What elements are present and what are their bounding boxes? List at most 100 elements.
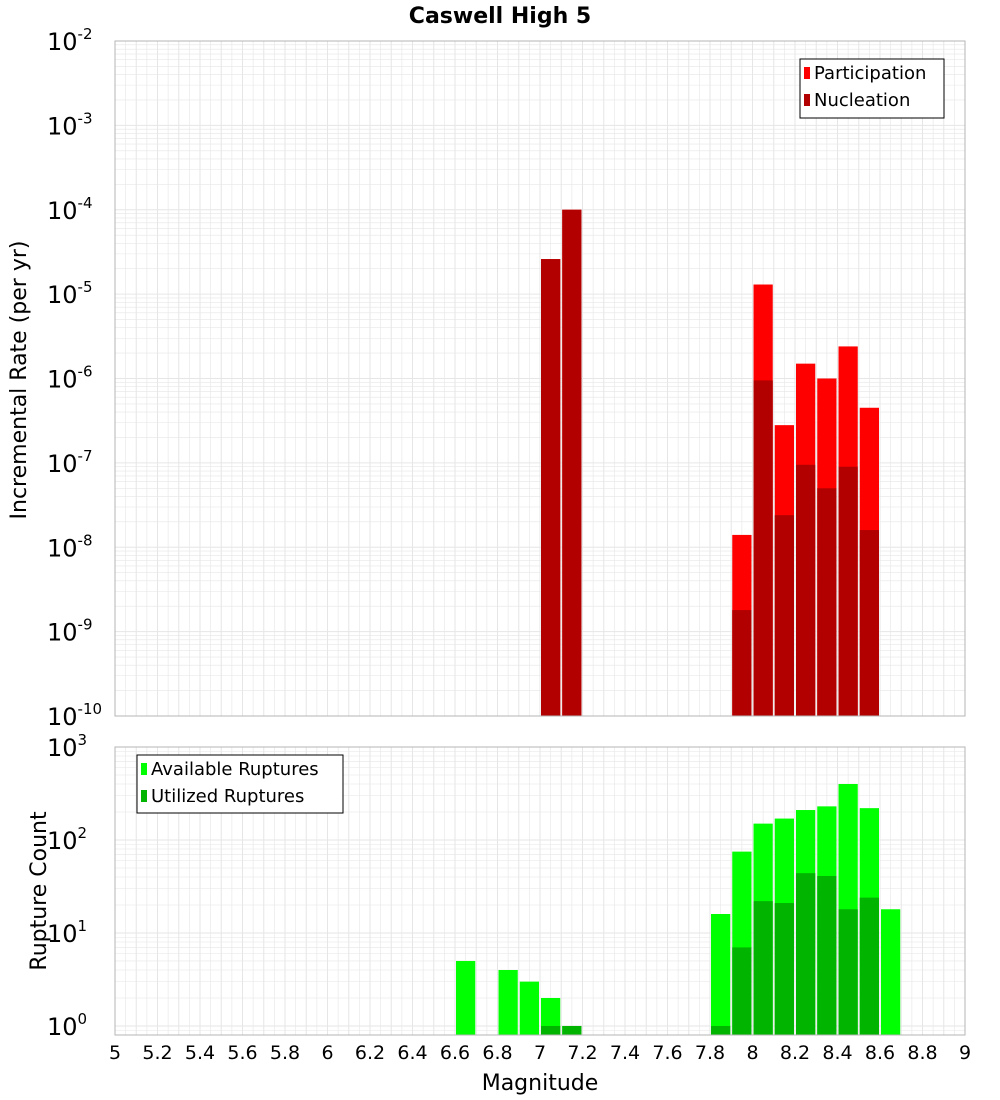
- y-tick-exponent: -5: [78, 278, 93, 296]
- top-y-axis-label: Incremental Rate (per yr): [7, 241, 32, 520]
- legend-label: Nucleation: [814, 90, 910, 111]
- bar: [817, 488, 837, 716]
- x-tick-label: 6.6: [440, 1042, 470, 1064]
- y-tick-exponent: -9: [78, 616, 93, 634]
- y-tick-exponent: -8: [78, 531, 93, 549]
- x-tick-label: 5.8: [270, 1042, 300, 1064]
- chart-title: Caswell High 5: [409, 4, 591, 29]
- x-tick-label: 9: [959, 1042, 971, 1064]
- bar: [753, 380, 773, 716]
- y-tick-labels: 10-210-310-410-510-610-710-810-910-10: [47, 25, 102, 731]
- y-tick-label: 10-7: [47, 447, 93, 478]
- x-tick-label: 5: [109, 1042, 121, 1064]
- x-tick-label: 5.2: [142, 1042, 172, 1064]
- legend-swatch: [141, 790, 147, 802]
- legend-label: Participation: [814, 63, 926, 84]
- x-tick-labels: 5 5.2 5.4 5.6 5.8 6 6.2 6.4 6.6 6.8 7 7.2 7.4 7.6 7.8 8…: [109, 1042, 971, 1064]
- bar: [711, 914, 731, 1035]
- y-tick-base: 10: [47, 28, 78, 56]
- y-tick-label: 102: [47, 824, 87, 855]
- bar: [541, 259, 561, 716]
- legend: Available Ruptures Utilized Ruptures: [136, 754, 344, 814]
- x-tick-label: 8.8: [907, 1042, 937, 1064]
- legend-label: Available Ruptures: [151, 759, 319, 780]
- x-tick-label: 8.6: [865, 1042, 895, 1064]
- y-tick-label: 10-4: [47, 194, 93, 225]
- bar: [796, 873, 816, 1035]
- bar: [774, 903, 794, 1035]
- bar: [541, 997, 561, 1035]
- bar: [498, 969, 518, 1035]
- bar: [456, 960, 476, 1035]
- grid: [114, 40, 966, 717]
- bar: [562, 1025, 582, 1035]
- legend: Participation Nucleation: [799, 58, 945, 119]
- bar: [838, 466, 858, 716]
- y-tick-label: 100: [47, 1010, 87, 1041]
- x-tick-label: 7: [534, 1042, 546, 1064]
- bar: [881, 909, 901, 1035]
- y-tick-label: 10-3: [47, 109, 93, 140]
- y-tick-exponent: -4: [78, 194, 93, 212]
- x-tick-label: 6: [321, 1042, 333, 1064]
- series-utilized-ruptures: [541, 873, 879, 1035]
- bar: [711, 1025, 731, 1035]
- y-tick-exponent: -7: [78, 447, 93, 465]
- y-tick-label: 10-9: [47, 616, 93, 647]
- bar: [541, 1025, 561, 1035]
- x-tick-label: 7.6: [652, 1042, 682, 1064]
- y-tick-exponent: 3: [78, 731, 88, 749]
- bar: [859, 897, 879, 1035]
- legend-swatch: [804, 67, 810, 79]
- bar: [732, 610, 752, 716]
- x-tick-label: 6.8: [482, 1042, 512, 1064]
- x-tick-label: 7.2: [567, 1042, 597, 1064]
- legend-box: [136, 754, 344, 814]
- y-tick-label: 10-2: [47, 25, 93, 56]
- x-tick-label: 8: [746, 1042, 758, 1064]
- legend-box: [799, 58, 945, 119]
- y-tick-base: 10: [47, 450, 78, 478]
- bar: [774, 515, 794, 716]
- series-nucleation: [541, 209, 879, 716]
- legend-label: Utilized Ruptures: [151, 786, 304, 807]
- top-panel: 10-210-310-410-510-610-710-810-910-10Par…: [47, 25, 966, 731]
- y-tick-base: 10: [47, 112, 78, 140]
- x-tick-label: 5.6: [227, 1042, 257, 1064]
- x-tick-label: 7.4: [610, 1042, 640, 1064]
- y-tick-exponent: 2: [78, 824, 88, 842]
- y-tick-exponent: 1: [78, 917, 88, 935]
- y-tick-exponent: -6: [78, 363, 93, 381]
- y-tick-base: 10: [47, 703, 78, 731]
- y-tick-base: 10: [47, 1013, 78, 1041]
- bottom-y-axis-label: Rupture Count: [27, 811, 52, 971]
- x-tick-label: 8.2: [780, 1042, 810, 1064]
- y-tick-base: 10: [47, 534, 78, 562]
- bar: [732, 947, 752, 1035]
- plot-frame: [114, 40, 966, 717]
- y-tick-base: 10: [47, 920, 78, 948]
- bar: [838, 909, 858, 1035]
- y-tick-label: 101: [47, 917, 87, 948]
- x-tick-label: 6.4: [397, 1042, 427, 1064]
- y-tick-label: 10-10: [47, 700, 102, 731]
- y-tick-base: 10: [47, 197, 78, 225]
- y-tick-label: 10-5: [47, 278, 93, 309]
- y-tick-exponent: -3: [78, 109, 93, 127]
- y-tick-label: 10-8: [47, 531, 93, 562]
- plot-frame: [114, 746, 966, 1036]
- y-tick-exponent: -2: [78, 25, 93, 43]
- y-tick-base: 10: [47, 827, 78, 855]
- x-tick-label: 7.8: [695, 1042, 725, 1064]
- bar: [859, 530, 879, 716]
- y-tick-label: 103: [47, 731, 87, 762]
- bar: [562, 209, 582, 716]
- bar: [753, 901, 773, 1035]
- bar: [796, 464, 816, 716]
- y-tick-base: 10: [47, 281, 78, 309]
- y-tick-label: 10-6: [47, 363, 93, 394]
- y-tick-base: 10: [47, 366, 78, 394]
